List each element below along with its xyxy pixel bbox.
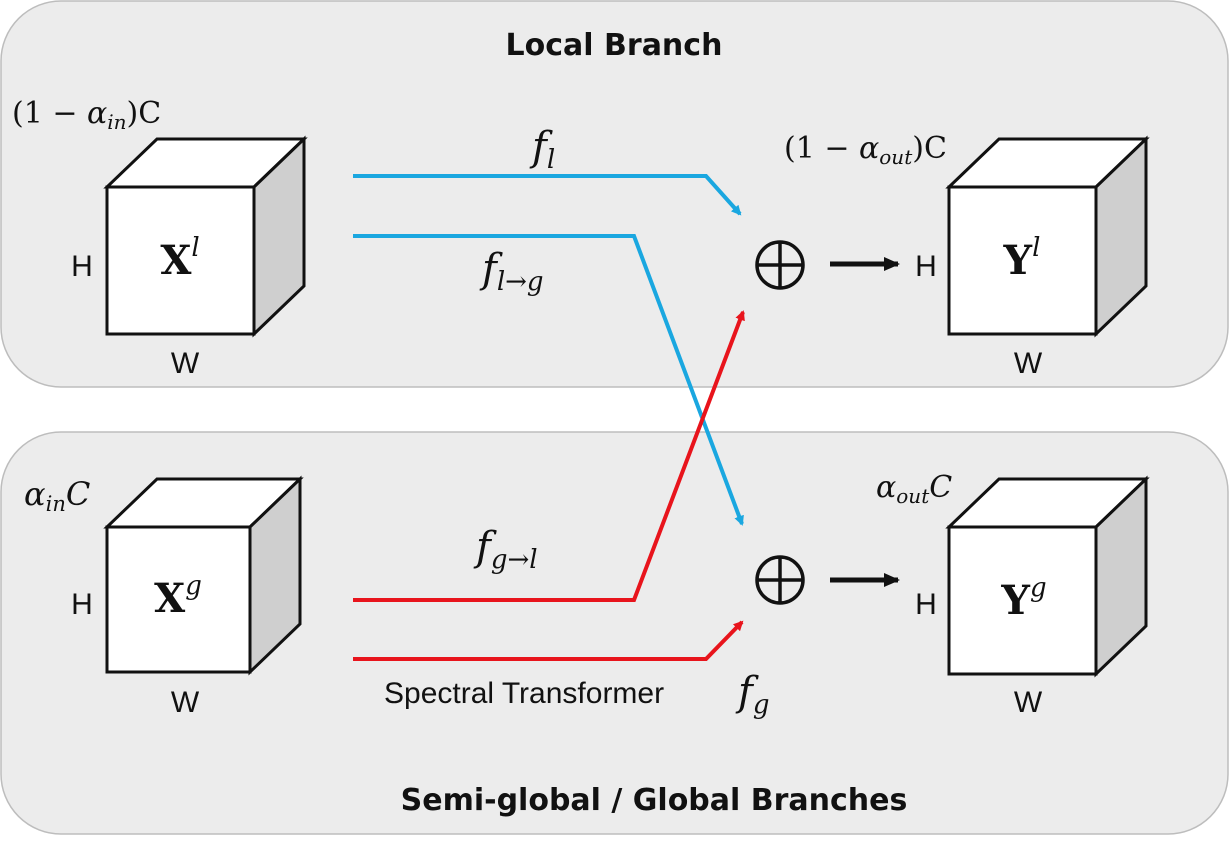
global-input-cube (103, 475, 304, 676)
global-output-cube (945, 475, 1150, 678)
local-output-tensor: Yl (1003, 233, 1041, 284)
global-output-tensor: Yg (1000, 573, 1046, 624)
local-output-channel-label: (1 − αout)C (784, 131, 947, 169)
local-to-global-arrow (353, 234, 744, 526)
global-to-local-arrow (353, 310, 745, 602)
local-input-tensor: Xl (160, 233, 199, 284)
local-branch-panel (0, 0, 1229, 388)
global-output-width-label: W (1014, 686, 1043, 719)
global-input-channel-label: αinC (24, 475, 90, 516)
local-sum-operator (755, 240, 805, 290)
global-input-width-label: W (171, 686, 200, 719)
local-input-cube (103, 135, 308, 338)
spectral-transformer-label: Spectral Transformer (384, 677, 664, 710)
local-input-channel-label: (1 − αin)C (12, 96, 161, 134)
local-output-width-label: W (1014, 347, 1043, 380)
local-branch-title: Local Branch (506, 28, 723, 63)
local-input-height-label: H (71, 250, 93, 283)
global-input-height-label: H (71, 588, 93, 621)
global-output-height-label: H (915, 588, 937, 621)
global-to-global-arrow (353, 620, 744, 661)
global-branch-title: Semi-global / Global Branches (401, 783, 908, 818)
local-to-local-arrow (353, 174, 742, 216)
local-input-width-label: W (171, 347, 200, 380)
global-input-tensor: Xg (154, 571, 202, 622)
global-sum-operator (755, 555, 805, 605)
local-output-cube (945, 135, 1150, 338)
local-output-height-label: H (915, 250, 937, 283)
global-output-channel-label: αoutC (876, 470, 952, 508)
global-branch-panel (0, 431, 1229, 835)
